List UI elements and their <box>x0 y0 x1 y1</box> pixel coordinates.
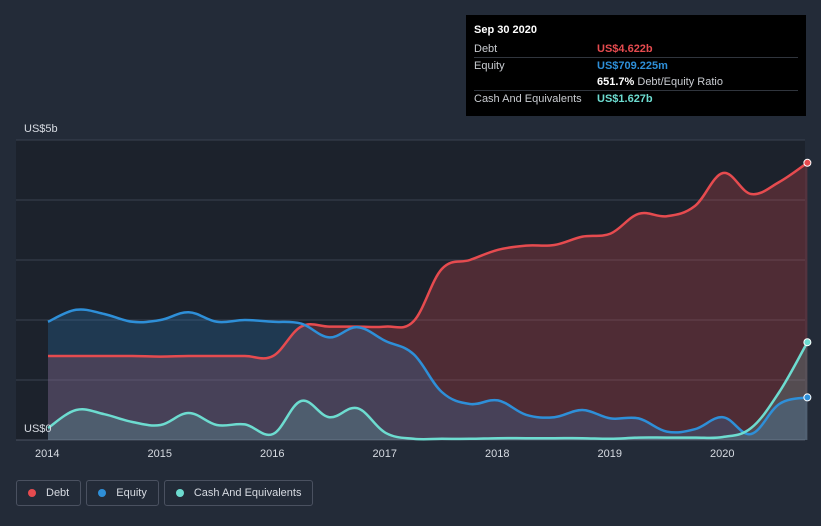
legend-label: Cash And Equivalents <box>193 487 302 499</box>
tooltip-label: Equity <box>474 60 505 72</box>
tooltip-row-cash: Cash And Equivalents US$1.627b <box>474 90 798 107</box>
x-tick-label: 2015 <box>148 448 172 460</box>
y-label-bottom: US$0 <box>24 423 52 435</box>
x-tick-label: 2020 <box>710 448 734 460</box>
equity-line <box>47 308 808 436</box>
tooltip-value: US$4.622b <box>597 43 653 55</box>
tooltip-value: US$709.225m <box>597 60 668 72</box>
legend-item-cash[interactable]: Cash And Equivalents <box>163 480 314 506</box>
cash-endpoint <box>803 338 812 347</box>
x-tick-label: 2014 <box>35 448 59 460</box>
y-label-top: US$5b <box>24 123 58 135</box>
debt-line <box>48 161 809 360</box>
debt-area <box>48 162 808 441</box>
legend-dot-icon <box>28 489 36 497</box>
debt-endpoint <box>803 158 812 167</box>
x-tick-label: 2017 <box>373 448 397 460</box>
tooltip-date: Sep 30 2020 <box>474 24 537 36</box>
legend-item-equity[interactable]: Equity <box>86 480 159 506</box>
series-lines <box>47 161 809 441</box>
legend-label: Debt <box>46 487 70 499</box>
series-endpoints <box>803 158 812 402</box>
legend: Debt Equity Cash And Equivalents <box>16 480 314 506</box>
x-tick-label: 2019 <box>598 448 622 460</box>
legend-item-debt[interactable]: Debt <box>16 480 82 506</box>
ratio-unit: Debt/Equity Ratio <box>637 76 723 88</box>
tooltip-value: 651.7% Debt/Equity Ratio <box>597 76 723 88</box>
tooltip-label: Cash And Equivalents <box>474 93 582 105</box>
tooltip-value: US$1.627b <box>597 93 653 105</box>
tooltip-label: Debt <box>474 43 498 55</box>
x-tick-label: 2016 <box>260 448 284 460</box>
gridlines <box>16 139 805 441</box>
x-axis-ticks: 2014 2015 2016 2017 2018 2019 2020 <box>35 448 734 460</box>
cash-area <box>48 342 808 440</box>
tooltip-row-debt: Debt US$4.622b <box>474 41 798 57</box>
tooltip: Sep 30 2020 Debt US$4.622b Equity US$709… <box>466 15 806 116</box>
tooltip-row-equity: Equity US$709.225m <box>474 57 798 74</box>
plot-background <box>16 140 805 440</box>
x-tick-label: 2018 <box>485 448 509 460</box>
ratio-value: 651.7% <box>597 76 635 88</box>
tooltip-row-ratio: 651.7% Debt/Equity Ratio <box>474 74 798 90</box>
legend-label: Equity <box>116 487 147 499</box>
legend-dot-icon <box>98 489 107 497</box>
equity-endpoint <box>803 393 812 402</box>
cash-line <box>47 341 809 441</box>
legend-dot-icon <box>175 489 184 497</box>
